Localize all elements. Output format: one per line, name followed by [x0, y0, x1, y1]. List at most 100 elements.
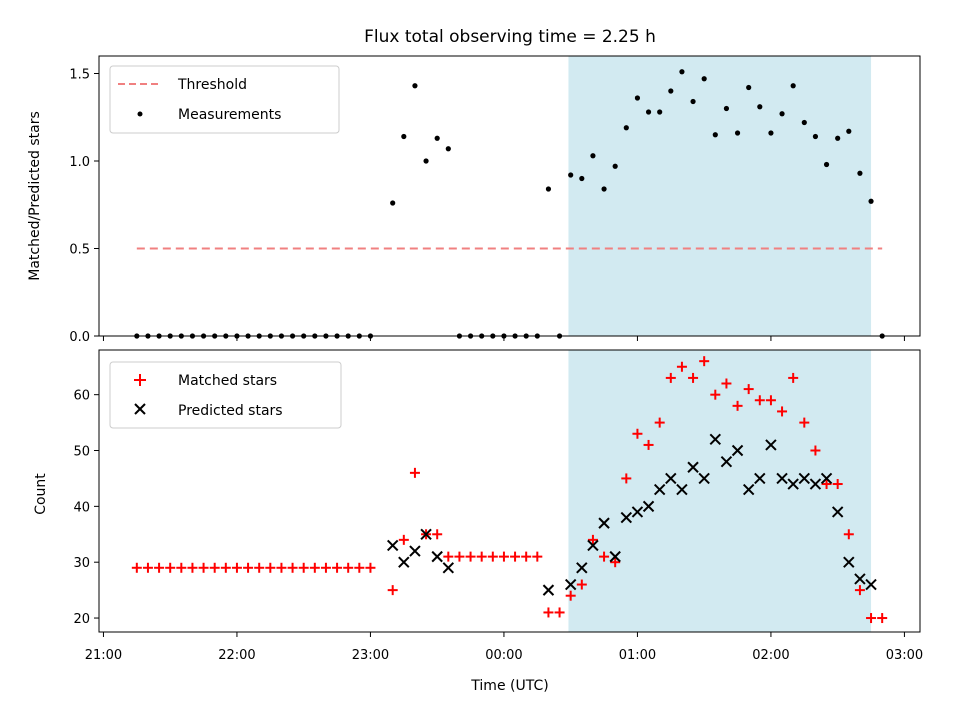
predicted-star-point	[731, 444, 744, 457]
legend-threshold-label: Threshold	[177, 77, 247, 93]
predicted-star-point	[820, 472, 833, 485]
measurement-point	[545, 186, 552, 192]
bottom-shaded-interval	[568, 350, 872, 632]
matched-star-point	[832, 479, 843, 490]
y-tick-label: 40	[73, 500, 90, 515]
measurement-point	[812, 133, 819, 140]
measurement-point	[568, 172, 574, 178]
measurement-point	[590, 153, 596, 159]
x-tick-label: 23:00	[352, 648, 389, 663]
matched-star-point	[209, 562, 220, 573]
matched-star-point	[843, 529, 854, 540]
y-tick-label: 1.5	[69, 68, 90, 83]
predicted-star-point	[809, 478, 822, 490]
top-legend: Threshold Measurements	[109, 65, 340, 134]
matched-star-point	[565, 590, 576, 601]
matched-star-point	[765, 395, 776, 406]
matched-star-point	[554, 607, 565, 618]
matched-star-point	[699, 356, 710, 367]
measurements-series	[134, 69, 885, 339]
top-axes-frame	[98, 55, 921, 337]
measurement-point	[746, 84, 752, 91]
predicted-star-point	[865, 578, 877, 591]
x-tick-label: 03:00	[886, 648, 923, 663]
matched-star-point	[443, 551, 454, 562]
matched-star-point	[332, 562, 343, 573]
legend-measurements-label: Measurements	[178, 107, 281, 123]
predicted-marker-b	[587, 539, 599, 552]
matched-star-point	[510, 551, 521, 562]
measurement-point	[835, 135, 841, 141]
matched-star-point	[276, 562, 287, 573]
predicted-star-point	[587, 539, 599, 552]
predicted-star-point	[576, 562, 588, 574]
matched-star-point	[432, 529, 443, 540]
matched-star-point	[854, 585, 865, 596]
x-axis-label: Time (UTC)	[470, 678, 548, 694]
matched-star-point	[487, 551, 498, 562]
matched-star-point	[454, 551, 465, 562]
matched-star-point	[599, 551, 610, 562]
predicted-star-point	[398, 556, 410, 568]
chart-title: Flux total observing time = 2.25 h	[364, 27, 656, 47]
matched-star-point	[643, 439, 654, 450]
predicted-star-point	[843, 556, 855, 568]
measurement-point	[779, 111, 785, 117]
bottom-y-axis-label: Count	[33, 473, 49, 515]
matched-star-point	[866, 613, 877, 624]
predicted-marker-b	[742, 483, 755, 496]
measurement-point	[657, 109, 663, 115]
predicted-marker-b	[765, 439, 777, 451]
predicted-star-point	[442, 562, 455, 574]
predicted-star-point	[620, 511, 633, 524]
measurement-point	[723, 105, 730, 112]
y-tick-label: 20	[73, 612, 90, 627]
matched-star-point	[154, 562, 165, 573]
measurement-point	[423, 158, 429, 164]
matched-star-point	[877, 613, 888, 624]
top-y-axis-label: Matched/Predicted stars	[27, 111, 43, 281]
predicted-star-point	[420, 528, 432, 540]
measurement-point	[757, 104, 763, 110]
predicted-star-point	[698, 472, 710, 485]
predicted-marker-b	[798, 472, 811, 485]
matched-star-point	[254, 562, 265, 573]
predicted-star-point	[709, 433, 722, 446]
matched-star-point	[676, 361, 687, 372]
predicted-marker-b	[598, 517, 610, 529]
matched-star-point	[576, 579, 587, 590]
measurement-point	[734, 130, 741, 136]
predicted-star-point	[687, 461, 699, 473]
measurement-point	[601, 186, 607, 192]
x-tick-label: 01:00	[619, 648, 656, 663]
matched-star-point	[220, 562, 231, 573]
legend-measurements-swatch	[137, 111, 143, 117]
predicted-marker-b	[787, 478, 799, 490]
matched-star-point	[621, 473, 632, 484]
measurement-point	[445, 146, 451, 152]
predicted-star-point	[642, 500, 655, 513]
matched-star-point	[743, 384, 754, 395]
predicted-star-point	[598, 517, 610, 529]
predicted-marker-b	[609, 550, 621, 563]
x-tick-label: 02:00	[752, 648, 789, 663]
predicted-star-point	[831, 506, 844, 518]
predicted-star-point	[609, 550, 621, 563]
predicted-star-point	[386, 539, 399, 552]
x-tick-label: 22:00	[218, 648, 255, 663]
legend-matched-label: Matched stars	[178, 373, 277, 389]
legend-predicted-label: Predicted stars	[178, 403, 283, 419]
predicted-marker-b	[809, 478, 822, 490]
matched-star-point	[654, 417, 665, 428]
predicted-stars-series	[386, 433, 877, 596]
predicted-marker-b	[620, 511, 633, 524]
matched-star-point	[610, 557, 621, 568]
predicted-star-point	[765, 439, 777, 451]
predicted-marker-b	[420, 528, 432, 540]
measurement-point	[712, 132, 718, 138]
y-tick-label: 50	[73, 445, 90, 460]
bottom-y-axis: 20 30 40 50 60	[73, 389, 99, 627]
top-shaded-interval	[568, 56, 872, 336]
measurement-point	[679, 69, 685, 75]
